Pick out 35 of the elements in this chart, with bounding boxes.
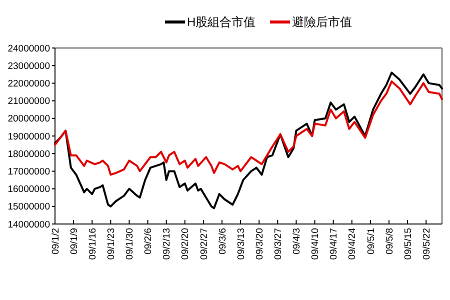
x-tick-label: 09/4/17 — [328, 228, 340, 260]
x-tick-label: 09/4/10 — [310, 228, 322, 260]
x-tick-label: 09/2/20 — [180, 228, 192, 260]
y-tick-label: 23000000 — [8, 60, 50, 72]
x-tick-label: 09/1/2 — [50, 228, 62, 254]
x-tick-label: 09/3/20 — [254, 228, 266, 260]
x-tick-label: 09/5/8 — [384, 228, 396, 254]
line-series — [54, 80, 443, 176]
x-tick-label: 09/4/3 — [292, 228, 303, 254]
y-tick-label: 21000000 — [8, 96, 50, 108]
x-tick-label: 09/2/27 — [198, 228, 210, 260]
x-tick-label: 09/5/15 — [402, 228, 414, 260]
y-tick-label: 16000000 — [8, 184, 50, 196]
y-tick-label: 19000000 — [8, 131, 50, 142]
x-tick-label: 09/1/16 — [87, 228, 98, 260]
y-tick-label: 17000000 — [8, 166, 50, 178]
y-tick-label: 18000000 — [8, 148, 50, 160]
x-tick-label: 09/5/22 — [421, 228, 432, 260]
y-tick-label: 15000000 — [8, 202, 50, 213]
x-tick-label: 09/3/13 — [236, 228, 247, 260]
y-tick-label: 22000000 — [8, 78, 50, 90]
x-tick-label: 09/5/1 — [366, 228, 377, 254]
x-tick-label: 09/2/6 — [143, 228, 154, 254]
x-tick-label: 09/4/24 — [347, 228, 358, 260]
x-tick-label: 09/1/30 — [124, 228, 136, 260]
y-tick-label: 20000000 — [8, 114, 50, 125]
legend-label: H股組合市值 — [187, 15, 256, 29]
legend-label: 避險后市值 — [292, 15, 352, 29]
x-tick-label: 09/2/13 — [162, 228, 173, 260]
x-tick-label: 09/3/6 — [217, 228, 228, 254]
y-tick-label: 24000000 — [8, 43, 50, 54]
x-tick-label: 09/1/9 — [68, 228, 80, 254]
x-tick-label: 09/1/23 — [106, 228, 117, 260]
x-tick-label: 09/3/27 — [272, 228, 284, 260]
y-tick-label: 14000000 — [8, 219, 50, 230]
